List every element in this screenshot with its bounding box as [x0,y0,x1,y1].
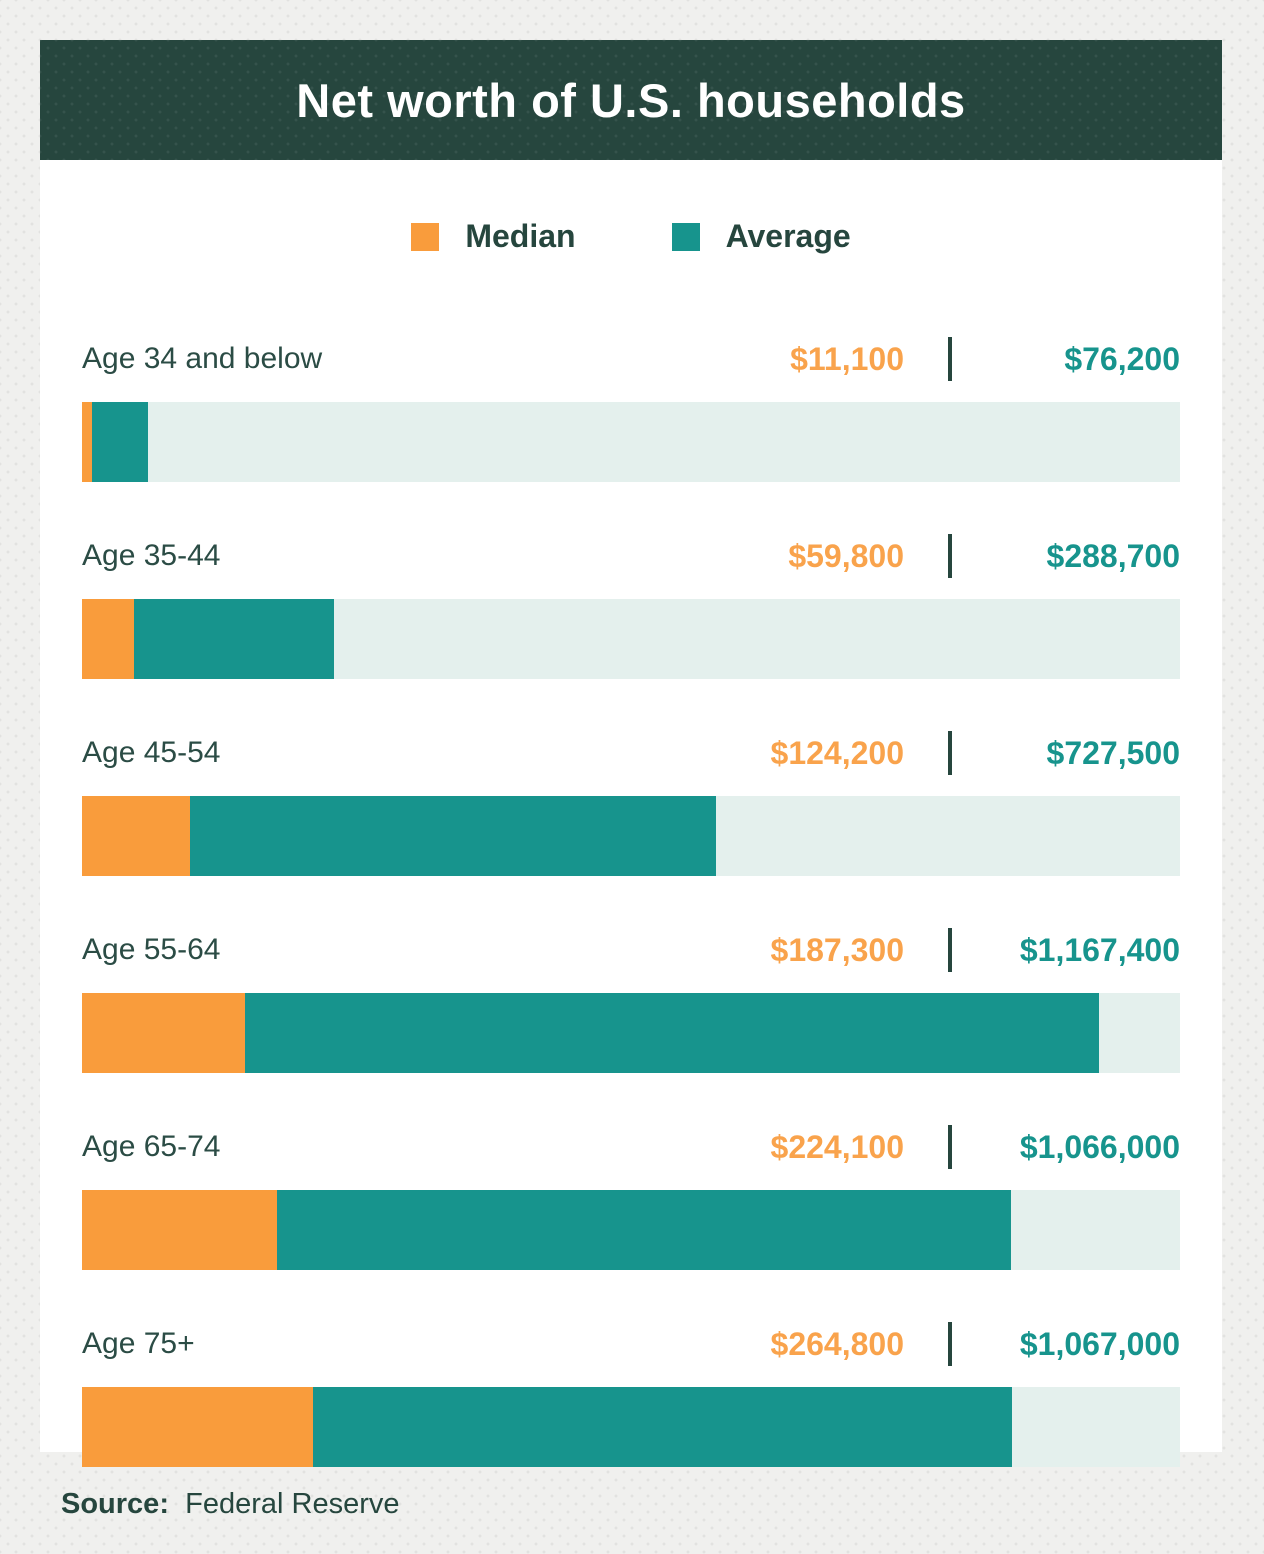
bar-track [82,1387,1180,1467]
median-bar [82,402,92,482]
chart-title: Net worth of U.S. households [296,73,966,127]
age-label: Age 45-54 [82,736,221,769]
median-value: $59,800 [788,537,904,574]
age-label: Age 65-74 [82,1130,221,1163]
row-head: Age 34 and below $11,100 $76,200 [82,337,1180,381]
row-values: $59,800 $288,700 [714,534,1180,578]
median-bar [82,599,135,679]
chart-header-band: Net worth of U.S. households [40,40,1222,160]
row-head: Age 75+ $264,800 $1,067,000 [82,1322,1180,1366]
bar-track [82,1190,1180,1270]
value-divider [948,1322,952,1366]
row-values: $11,100 $76,200 [714,337,1180,381]
value-divider [948,928,952,972]
median-value: $11,100 [790,340,904,377]
age-label: Age 55-64 [82,933,221,966]
median-value: $187,300 [770,931,904,968]
bar-track [82,402,1180,482]
bar-track [82,796,1180,876]
median-value: $224,100 [770,1128,904,1165]
average-bar [82,993,1100,1073]
average-value: $76,200 [1064,340,1180,377]
row-head: Age 65-74 $224,100 $1,066,000 [82,1125,1180,1169]
age-label: Age 35-44 [82,539,221,572]
row-values: $124,200 $727,500 [714,731,1180,775]
row-head: Age 45-54 $124,200 $727,500 [82,731,1180,775]
average-value: $1,066,000 [1019,1128,1180,1165]
legend-item-median: Median [411,218,576,255]
median-value: $124,200 [770,734,904,771]
age-label: Age 75+ [82,1327,195,1360]
age-row: Age 55-64 $187,300 $1,167,400 [82,928,1180,1073]
value-divider [948,534,952,578]
median-bar [82,993,246,1073]
row-head: Age 55-64 $187,300 $1,167,400 [82,928,1180,972]
source-value [177,1488,185,1520]
value-divider [948,731,952,775]
chart-legend: Median Average [40,218,1222,255]
average-value: $1,167,400 [1019,931,1180,968]
age-label: Age 34 and below [82,342,323,375]
average-value: $1,067,000 [1019,1325,1180,1362]
median-swatch-icon [411,222,440,251]
age-row: Age 45-54 $124,200 $727,500 [82,731,1180,876]
legend-label-average: Average [725,218,851,254]
average-swatch-icon [671,222,700,251]
bar-rows: Age 34 and below $11,100 $76,200 Age 35-… [40,337,1222,1467]
row-values: $264,800 $1,067,000 [714,1322,1180,1366]
average-value: $288,700 [1046,537,1180,574]
age-row: Age 75+ $264,800 $1,067,000 [82,1322,1180,1467]
age-row: Age 35-44 $59,800 $288,700 [82,534,1180,679]
bar-track [82,993,1180,1073]
source-label: Source: [61,1488,169,1520]
value-divider [948,337,952,381]
age-row: Age 34 and below $11,100 $76,200 [82,337,1180,482]
median-bar [82,1387,313,1467]
row-values: $187,300 $1,167,400 [714,928,1180,972]
average-value: $727,500 [1046,734,1180,771]
legend-item-average: Average [671,218,851,255]
median-bar [82,1190,278,1270]
legend-label-median: Median [465,218,576,254]
source-line: Source: Federal Reserve [61,1488,399,1521]
age-row: Age 65-74 $224,100 $1,066,000 [82,1125,1180,1270]
average-bar [82,402,149,482]
value-divider [948,1125,952,1169]
median-bar [82,796,191,876]
source-text: Federal Reserve [185,1488,400,1520]
row-values: $224,100 $1,066,000 [714,1125,1180,1169]
median-value: $264,800 [770,1325,904,1362]
bar-track [82,599,1180,679]
row-head: Age 35-44 $59,800 $288,700 [82,534,1180,578]
chart-card: Net worth of U.S. households Median Aver… [40,40,1222,1467]
